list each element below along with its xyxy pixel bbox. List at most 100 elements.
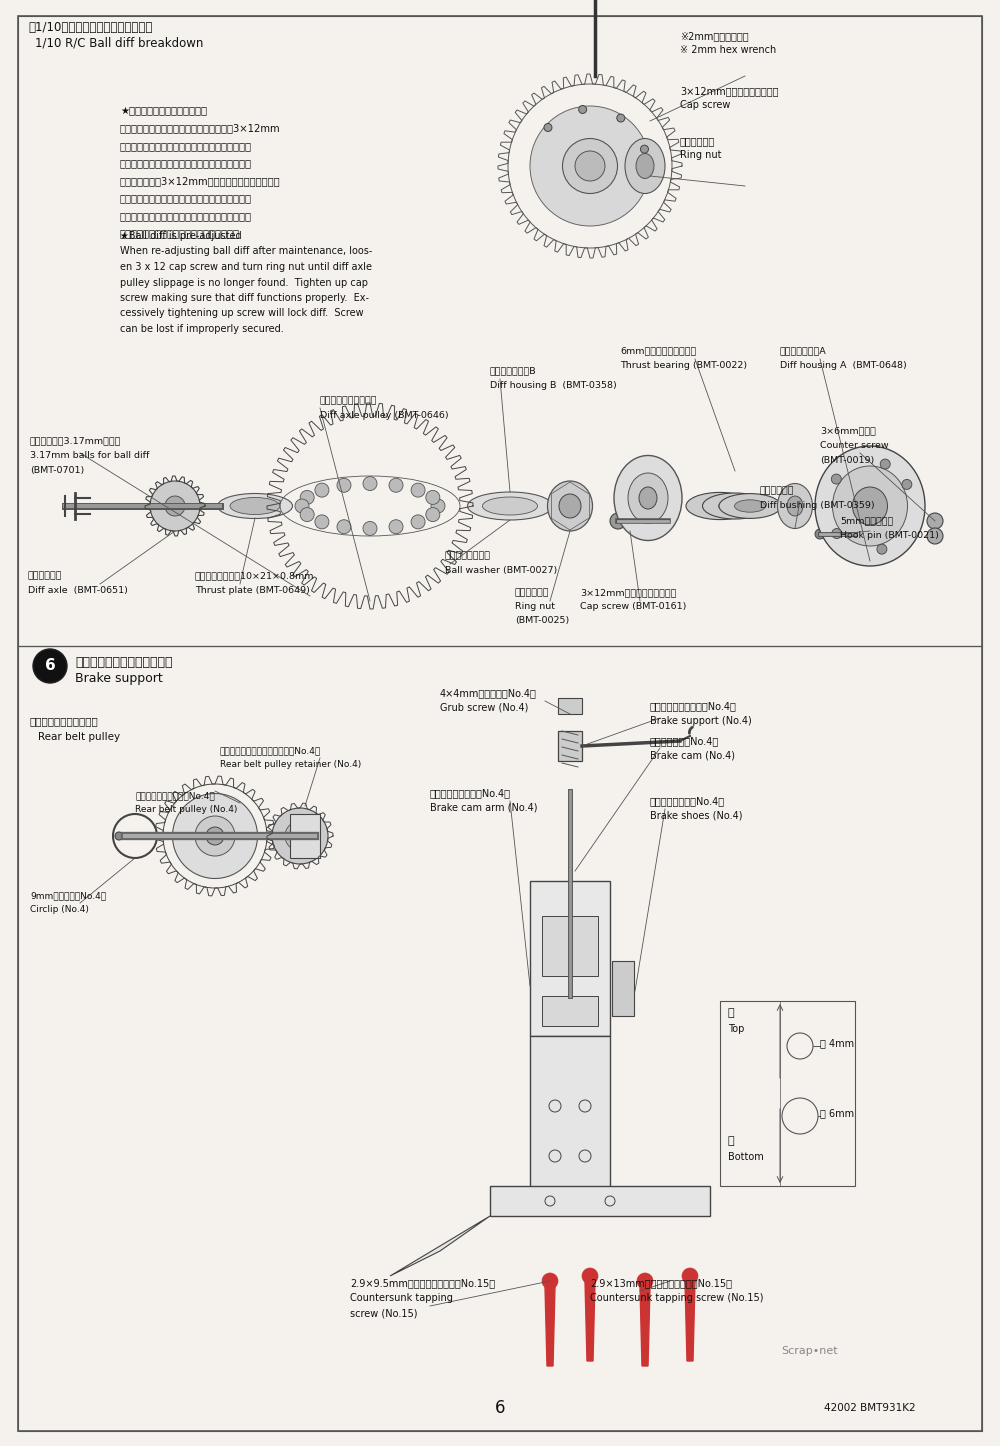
Ellipse shape [815, 445, 925, 565]
Circle shape [295, 499, 309, 513]
Ellipse shape [195, 816, 235, 856]
Ellipse shape [703, 499, 737, 513]
Text: Counter screw: Counter screw [820, 441, 889, 450]
Text: Grub screw (No.4): Grub screw (No.4) [440, 703, 528, 713]
Circle shape [610, 513, 626, 529]
Text: ボールワッシャー: ボールワッシャー [445, 551, 491, 560]
Text: Brake support (No.4): Brake support (No.4) [650, 716, 752, 726]
Circle shape [595, 1043, 605, 1053]
Ellipse shape [636, 153, 654, 178]
Bar [720, 1001, 855, 1186]
Text: 〈リヤベルトプーリー〉: 〈リヤベルトプーリー〉 [30, 716, 99, 726]
Text: Ball washer (BMT-0027): Ball washer (BMT-0027) [445, 565, 557, 576]
Circle shape [682, 1268, 698, 1284]
Text: 上: 上 [728, 1008, 735, 1018]
Bar [558, 732, 582, 761]
Text: Top: Top [728, 1024, 744, 1034]
Text: 整して下さい。3×12mmキャップスクリューはデフ: 整して下さい。3×12mmキャップスクリューはデフ [120, 176, 281, 187]
Text: Diff axle  (BMT-0651): Diff axle (BMT-0651) [28, 586, 128, 594]
Circle shape [337, 519, 351, 534]
Text: 6: 6 [45, 658, 55, 674]
Ellipse shape [734, 500, 766, 512]
Text: Scrap•net: Scrap•net [782, 1346, 838, 1356]
Bar [558, 698, 582, 714]
Ellipse shape [778, 483, 812, 528]
Text: リヤベルトプーリーリテナー（No.4）: リヤベルトプーリーリテナー（No.4） [220, 746, 321, 755]
Text: 2.9×13mm皿タッピングビス（No.15）: 2.9×13mm皿タッピングビス（No.15） [590, 1278, 732, 1288]
Text: (BMT-0025): (BMT-0025) [515, 616, 569, 625]
Text: 小 4mm: 小 4mm [820, 1038, 854, 1048]
Ellipse shape [206, 827, 224, 844]
Text: can be lost if improperly secured.: can be lost if improperly secured. [120, 324, 284, 334]
Text: ★ボールデフは調整ずみです。: ★ボールデフは調整ずみです。 [120, 106, 207, 116]
Text: Brake cam arm (No.4): Brake cam arm (No.4) [430, 803, 538, 813]
Ellipse shape [482, 497, 538, 515]
Circle shape [640, 145, 648, 153]
Text: Brake cam (No.4): Brake cam (No.4) [650, 750, 735, 761]
Bar [530, 881, 610, 1035]
Circle shape [363, 522, 377, 535]
Circle shape [902, 480, 912, 489]
Circle shape [300, 490, 314, 505]
Text: ブレーキサポート（No.4）: ブレーキサポート（No.4） [430, 788, 511, 798]
Text: ボールデフ用3.17mmボール: ボールデフ用3.17mmボール [30, 437, 121, 445]
Ellipse shape [559, 495, 581, 518]
Circle shape [535, 1043, 545, 1053]
Text: ブレーキパッド（No.4）: ブレーキパッド（No.4） [650, 795, 725, 805]
Circle shape [300, 508, 314, 522]
Text: 走行中にスクリューがはずれてしまいます。: 走行中にスクリューがはずれてしまいます。 [120, 228, 240, 239]
Polygon shape [390, 1216, 490, 1275]
Ellipse shape [530, 106, 650, 226]
Bar [612, 962, 634, 1017]
Circle shape [315, 483, 329, 497]
Text: 42002 BMT931K2: 42002 BMT931K2 [824, 1403, 916, 1413]
Ellipse shape [272, 808, 328, 865]
Text: ※2mm六角棒レンチ: ※2mm六角棒レンチ [680, 30, 749, 40]
Bar [132, 831, 138, 842]
Circle shape [544, 123, 552, 132]
Ellipse shape [218, 493, 292, 519]
Ellipse shape [719, 493, 781, 519]
Text: 2.9×9.5mm皿タッピングビス（No.15）: 2.9×9.5mm皿タッピングビス（No.15） [350, 1278, 495, 1288]
Ellipse shape [927, 528, 943, 544]
Ellipse shape [165, 496, 185, 516]
Ellipse shape [702, 493, 768, 519]
Text: pulley slippage is no longer found.  Tighten up cap: pulley slippage is no longer found. Tigh… [120, 278, 368, 288]
Circle shape [880, 458, 890, 469]
Text: キャップスクリューをゆるめ、リングナットを回: キャップスクリューをゆるめ、リングナットを回 [120, 142, 252, 150]
Ellipse shape [832, 466, 908, 547]
Text: Cap screw (BMT-0161): Cap screw (BMT-0161) [580, 602, 686, 612]
Text: Thrust bearing (BMT-0022): Thrust bearing (BMT-0022) [620, 362, 747, 370]
Text: Brake shoes (No.4): Brake shoes (No.4) [650, 811, 742, 821]
Text: 下: 下 [728, 1137, 735, 1147]
Bar [18, 646, 982, 1432]
Text: Ring nut: Ring nut [515, 602, 555, 612]
Bar [290, 814, 320, 857]
Text: リングナット: リングナット [680, 136, 715, 146]
Circle shape [115, 831, 123, 840]
Text: screw (No.15): screw (No.15) [350, 1309, 418, 1317]
Circle shape [363, 477, 377, 490]
Bar [18, 16, 982, 646]
Text: ※ 2mm hex wrench: ※ 2mm hex wrench [680, 45, 776, 55]
Circle shape [815, 529, 825, 539]
Bar [542, 915, 598, 976]
Circle shape [579, 106, 587, 113]
Circle shape [426, 490, 440, 505]
Text: Rear belt pulley retainer (No.4): Rear belt pulley retainer (No.4) [220, 761, 361, 769]
Circle shape [337, 479, 351, 492]
Text: 6mmスラストベアリング: 6mmスラストベアリング [620, 346, 696, 356]
Circle shape [832, 529, 842, 538]
Text: 1/10 R/C Ball diff breakdown: 1/10 R/C Ball diff breakdown [35, 36, 203, 49]
Ellipse shape [150, 482, 200, 531]
Ellipse shape [719, 499, 751, 512]
Text: Diff axle pulley (BMT-0646): Diff axle pulley (BMT-0646) [320, 411, 449, 419]
Text: Ring nut: Ring nut [680, 150, 722, 161]
Ellipse shape [468, 492, 552, 521]
Polygon shape [585, 1281, 595, 1361]
Circle shape [411, 483, 425, 497]
Text: 3×6mm皿ビス: 3×6mm皿ビス [820, 427, 876, 435]
Text: デフアクスルプーリー: デフアクスルプーリー [320, 396, 378, 405]
Circle shape [389, 479, 403, 492]
Ellipse shape [639, 487, 657, 509]
